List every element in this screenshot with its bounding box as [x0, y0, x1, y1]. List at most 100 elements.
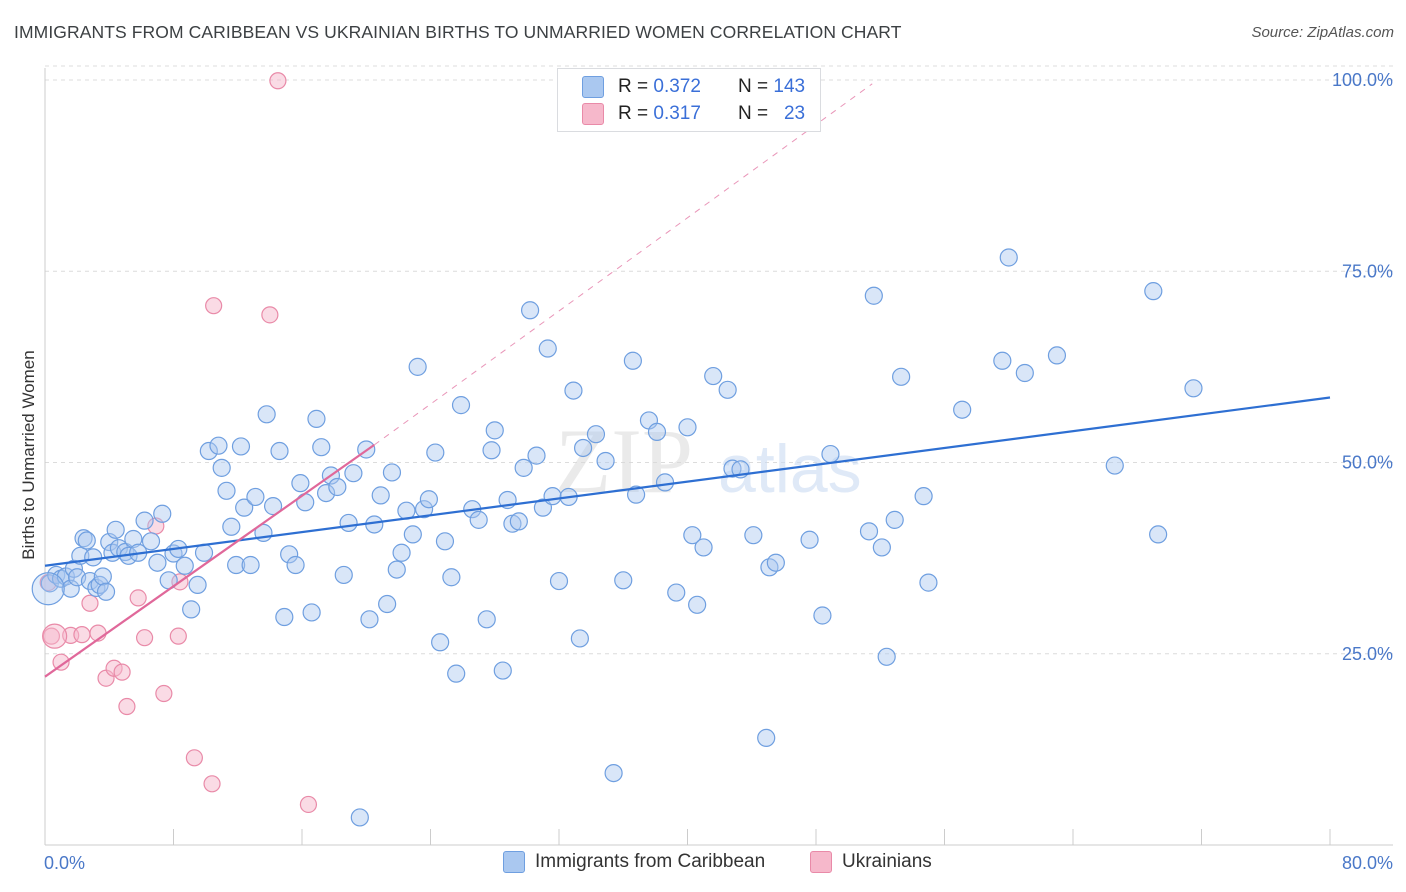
caribbean-legend-label: Immigrants from Caribbean [535, 851, 766, 872]
caribbean-point [280, 545, 299, 564]
caribbean-point [175, 556, 194, 575]
ukrainians-point [42, 627, 61, 645]
caribbean-point [760, 558, 779, 577]
caribbean-point [316, 484, 336, 503]
caribbean-point [993, 351, 1012, 370]
caribbean-point [231, 437, 251, 456]
caribbean-point [307, 409, 326, 428]
caribbean-point [403, 525, 422, 544]
caribbean-point [222, 517, 241, 536]
caribbean-point [482, 441, 501, 460]
caribbean-point [74, 529, 93, 548]
caribbean-point [241, 555, 260, 575]
caribbean-point [84, 548, 103, 567]
caribbean-point [61, 579, 80, 598]
chart-title: IMMIGRANTS FROM CARIBBEAN VS UKRAINIAN B… [14, 22, 902, 42]
ukrainians-point [135, 629, 154, 647]
caribbean-point [655, 473, 675, 492]
ukrainians-legend-label: Ukrainians [842, 851, 932, 872]
caribbean-point [509, 512, 528, 531]
caribbean-point [493, 661, 512, 680]
bottom-legend-caribbean: Immigrants from Caribbean [503, 851, 765, 873]
caribbean-point [275, 607, 294, 627]
caribbean-point [447, 664, 466, 683]
caribbean-point [1105, 456, 1124, 475]
caribbean-point [135, 511, 154, 530]
ukrainians-point [299, 795, 318, 814]
caribbean-point [688, 595, 707, 614]
caribbean-point [1015, 363, 1034, 383]
caribbean-point [148, 553, 167, 572]
caribbean-point [520, 301, 540, 320]
caribbean-point [1149, 525, 1168, 544]
caribbean-point [435, 532, 455, 551]
caribbean-point [527, 446, 546, 465]
caribbean-point [141, 532, 161, 551]
caribbean-point [514, 458, 533, 477]
caribbean-point [286, 555, 305, 575]
ukrainians-point [81, 594, 99, 612]
caribbean-point [339, 513, 358, 533]
caribbean-point [124, 529, 143, 549]
caribbean-point [543, 487, 562, 506]
caribbean-point [885, 510, 904, 529]
tick-labels: 25.0% 50.0% 75.0% 100.0% 0.0% 80.0% [44, 70, 1393, 873]
y-tick-label: 25.0% [1342, 644, 1393, 664]
ukrainians-point [52, 653, 70, 671]
legend-n-label: N = [738, 103, 769, 124]
caribbean-point [953, 400, 972, 419]
caribbean-point [257, 405, 276, 424]
caribbean-trend-line [44, 396, 1331, 567]
caribbean-point [477, 610, 496, 629]
caribbean-point [570, 629, 589, 648]
ukrainians-point [269, 72, 287, 90]
caribbean-point [604, 763, 623, 783]
caribbean-point [877, 647, 896, 666]
caribbean-point [387, 560, 406, 579]
caribbean-point [334, 565, 353, 585]
caribbean-point [217, 481, 236, 500]
y-tick-label: 100.0% [1332, 70, 1393, 90]
caribbean-point [451, 396, 471, 415]
legend-n-value: 143 [773, 76, 806, 97]
legend-r-label: R = [618, 103, 649, 124]
caribbean-point [647, 422, 667, 441]
caribbean-point [549, 571, 569, 591]
caribbean-point [999, 248, 1018, 267]
ukrainians-point [155, 684, 173, 703]
caribbean-point [864, 286, 883, 305]
caribbean-point [813, 606, 832, 625]
caribbean-point [757, 728, 776, 748]
caribbean-point [431, 633, 450, 652]
caribbean-point [408, 357, 427, 376]
ukrainians-trend-line [44, 444, 375, 678]
caribbean-point [270, 441, 289, 461]
caribbean-point [93, 567, 112, 586]
trend-lines [44, 83, 1331, 678]
legend-n-value: 23 [783, 103, 806, 124]
caribbean-point [859, 522, 879, 541]
caribbean-point [442, 568, 461, 587]
caribbean-point [209, 436, 228, 455]
caribbean-swatch [582, 76, 604, 98]
caribbean-point [573, 438, 593, 458]
caribbean-point [564, 381, 583, 400]
caribbean-point [872, 538, 891, 557]
caribbean-point [87, 578, 106, 598]
caribbean-point [426, 443, 445, 462]
caribbean-point [1144, 282, 1163, 301]
ukrainians-point [261, 306, 279, 324]
caribbean-point [614, 571, 633, 590]
caribbean-point [246, 487, 265, 507]
ukrainians-point [42, 623, 68, 649]
caribbean-point [694, 538, 713, 557]
caribbean-point [263, 497, 283, 516]
ukrainians-trend-extension [373, 83, 873, 446]
caribbean-point [296, 493, 315, 512]
caribbean-point [182, 600, 201, 619]
caribbean-point [914, 487, 933, 506]
ukrainians-point [113, 663, 131, 681]
caribbean-point [227, 555, 246, 575]
caribbean-point [678, 418, 697, 437]
